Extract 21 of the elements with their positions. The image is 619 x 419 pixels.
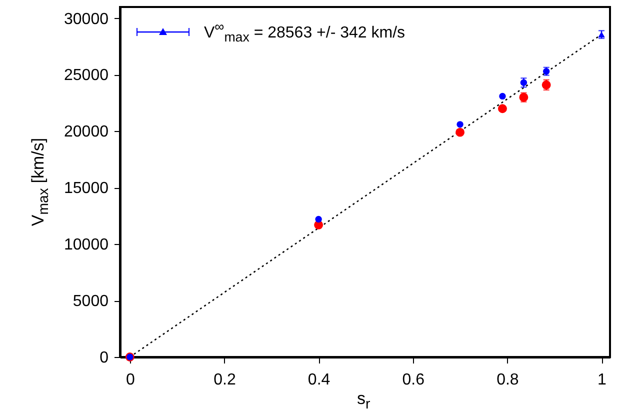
y-tick-label: 30000 — [64, 10, 109, 28]
x-tick-label: 0.6 — [402, 372, 425, 388]
x-tick-label: 0.8 — [496, 372, 519, 388]
point — [498, 104, 507, 114]
x-tick-label: 0 — [126, 372, 135, 388]
y-tick-label: 20000 — [64, 124, 109, 141]
x-axis-title: s$_{r}$ — [357, 389, 370, 412]
y-tick-label: 25000 — [64, 67, 109, 84]
x-tick-label: 0.2 — [214, 372, 236, 388]
x-tick-label: 1 — [598, 372, 607, 388]
y-tick-label: 0 — [100, 350, 109, 366]
y-tick-label: 15000 — [64, 180, 109, 198]
point — [315, 216, 322, 223]
y-tick-label: 10000 — [64, 236, 109, 254]
point — [456, 128, 464, 137]
point — [499, 92, 506, 100]
legend-label: V$^{∞}$$_{max}$ = 28563 +/- 342 km/s — [204, 19, 406, 45]
y-tick-label: 5000 — [72, 293, 109, 310]
point — [456, 121, 464, 128]
x-tick-label: 0.4 — [308, 372, 330, 388]
point — [520, 79, 528, 86]
